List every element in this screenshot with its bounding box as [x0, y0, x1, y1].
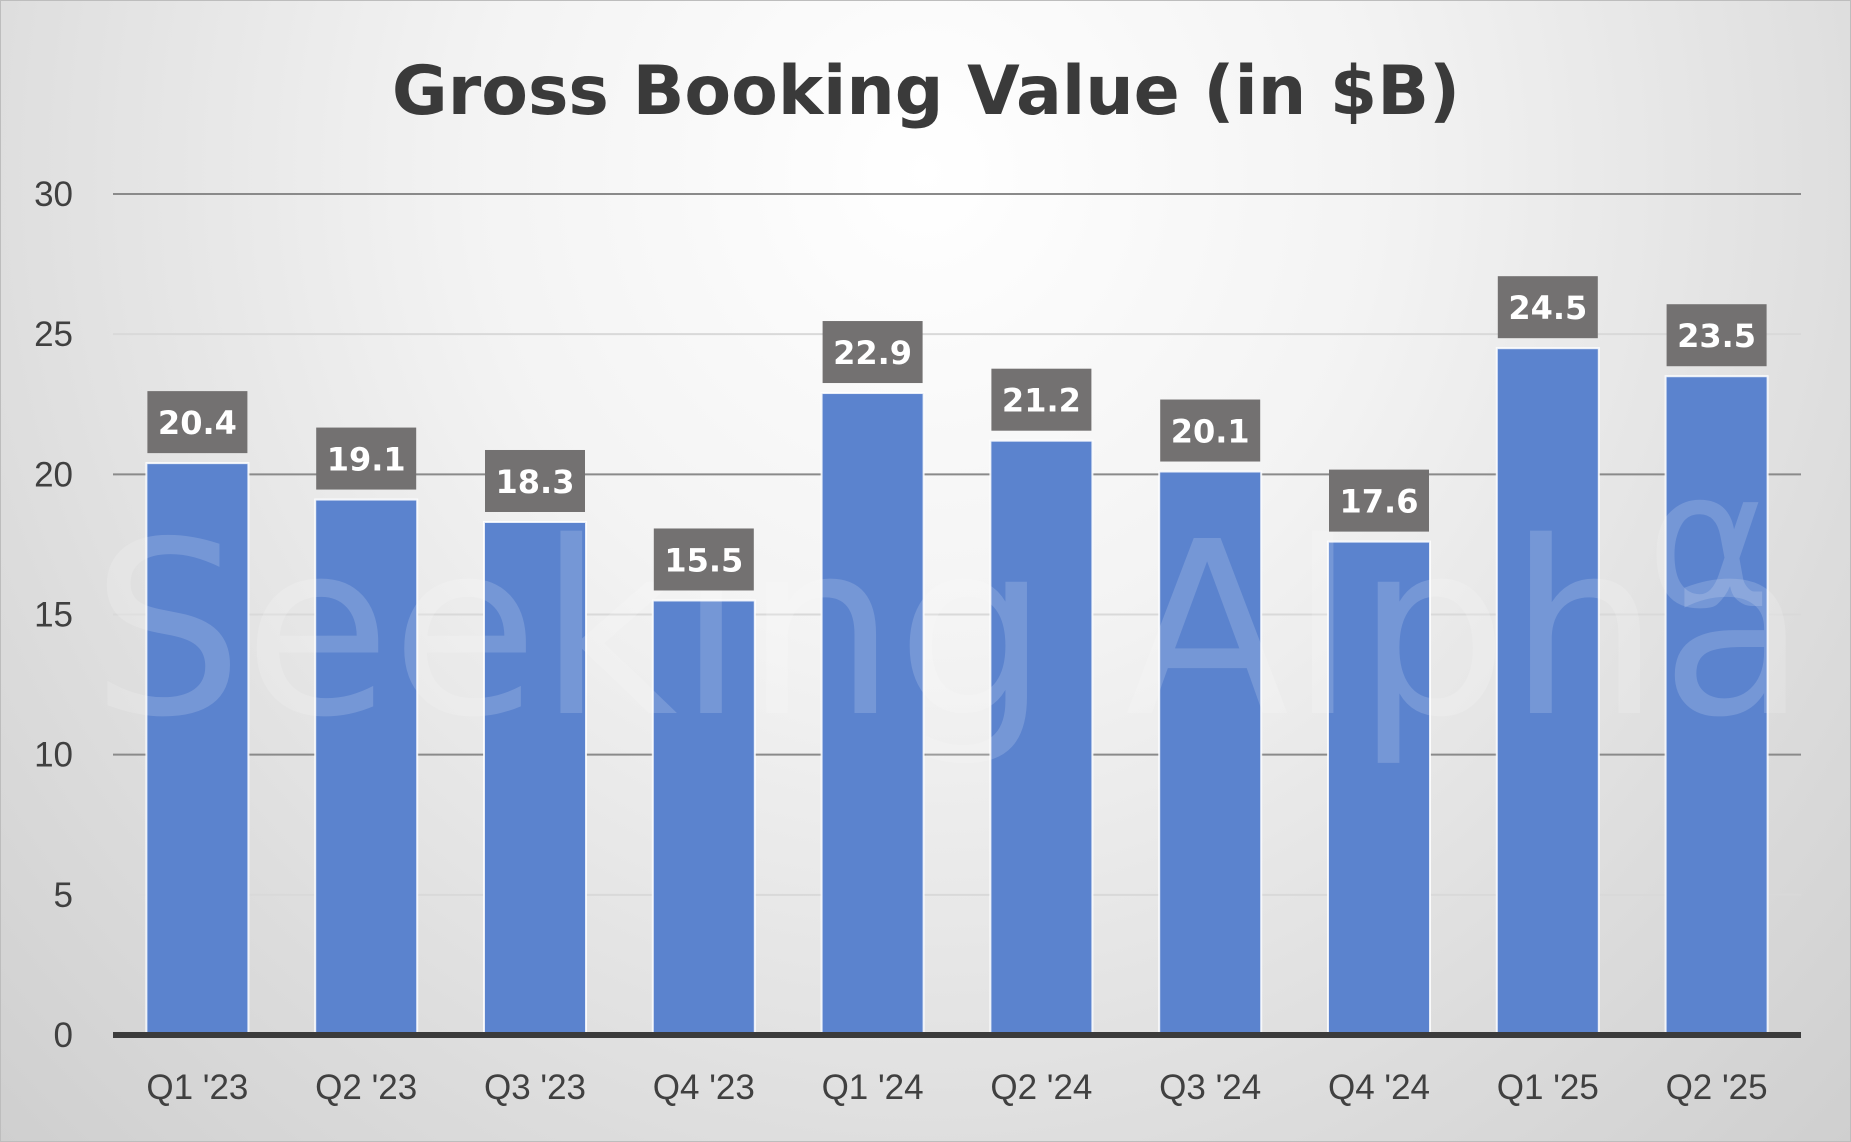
x-tick-label: Q2 '24 — [990, 1068, 1092, 1107]
y-tick-label: 15 — [34, 596, 73, 635]
x-tick-label: Q1 '24 — [822, 1068, 924, 1107]
x-tick-label: Q1 '25 — [1497, 1068, 1599, 1107]
bar — [820, 392, 925, 1036]
bar — [314, 498, 419, 1036]
data-label-box — [653, 528, 754, 591]
y-tick-label: 30 — [34, 175, 73, 214]
bar — [989, 439, 1094, 1036]
data-label-box — [316, 427, 417, 490]
watermark: Seeking Alpha α — [91, 430, 1807, 770]
x-tick-label: Q4 '24 — [1328, 1068, 1430, 1107]
y-tick-label: 25 — [34, 315, 73, 354]
data-label-box — [822, 321, 923, 384]
x-axis-ticks: Q1 '23 Q2 '23 Q3 '23 Q4 '23 Q1 '24 Q2 '24 Q3 '… — [146, 1068, 1767, 1107]
data-label-box — [1329, 469, 1429, 532]
bar — [1664, 375, 1769, 1036]
data-label-box — [485, 449, 585, 512]
y-axis-ticks: 0 5 10 15 20 25 30 — [34, 175, 73, 1055]
data-label: 18.3 — [496, 463, 575, 501]
y-tick-label: 20 — [34, 455, 73, 494]
x-tick-label: Q4 '23 — [653, 1068, 755, 1107]
y-tick-label: 0 — [54, 1016, 73, 1055]
data-label: 15.5 — [664, 541, 743, 579]
data-label-box — [1666, 304, 1767, 367]
bar — [1158, 470, 1263, 1036]
chart-title: Gross Booking Value (in $B) — [392, 52, 1460, 131]
x-tick-label: Q2 '25 — [1666, 1068, 1768, 1107]
data-label: 19.1 — [327, 441, 406, 479]
data-label: 21.2 — [1002, 382, 1081, 420]
watermark-text: Seeking Alpha — [91, 490, 1807, 770]
data-label: 20.4 — [158, 404, 237, 442]
y-tick-label: 5 — [54, 876, 73, 915]
x-tick-label: Q1 '23 — [146, 1068, 248, 1107]
data-label: 23.5 — [1677, 317, 1756, 355]
data-label-box — [1497, 276, 1598, 339]
x-tick-label: Q3 '24 — [1159, 1068, 1261, 1107]
data-label: 22.9 — [833, 334, 912, 372]
bar — [651, 599, 756, 1036]
data-label: 24.5 — [1508, 289, 1587, 327]
bars — [145, 347, 1769, 1036]
bar — [483, 520, 587, 1036]
x-tick-label: Q2 '23 — [315, 1068, 417, 1107]
data-label: 17.6 — [1340, 483, 1419, 521]
data-label-box — [147, 391, 248, 454]
watermark-symbol: α — [1646, 430, 1771, 651]
x-tick-label: Q3 '23 — [484, 1068, 586, 1107]
data-label: 20.1 — [1171, 413, 1250, 451]
data-label-box — [1160, 399, 1261, 462]
y-tick-label: 10 — [34, 736, 73, 775]
bar — [1327, 540, 1431, 1036]
data-label-box — [991, 368, 1092, 431]
data-labels: 20.4 19.1 18.3 15.5 22.9 21.2 20.1 17.6 24.5 23.5 — [147, 276, 1767, 591]
